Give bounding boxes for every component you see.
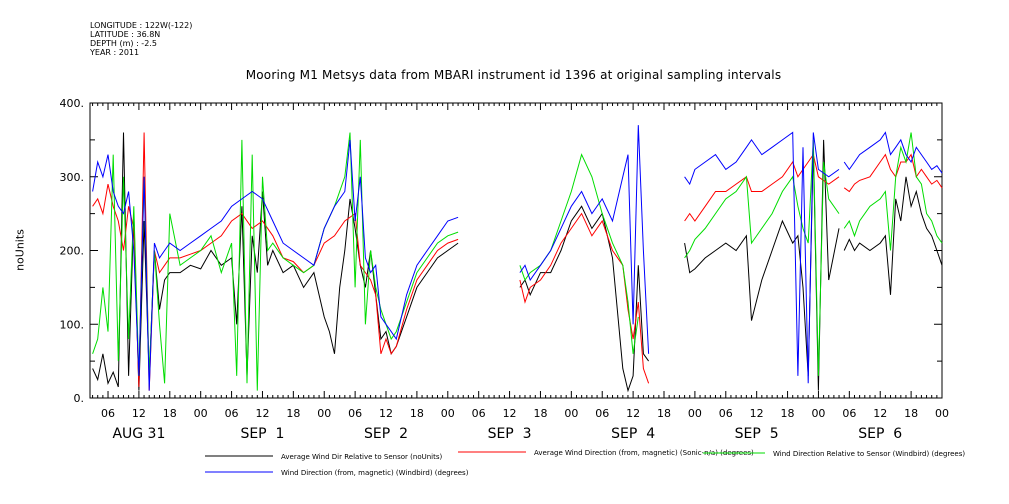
x-tick-label: 06 (842, 407, 856, 420)
legend: Average Wind Dir Relative to Sensor (noU… (205, 449, 965, 477)
series-line-1 (684, 153, 840, 222)
x-tick-label: 00 (935, 407, 949, 420)
metadata-block: LONGITUDE : 122W(-122) LATITUDE : 36.8N … (90, 21, 192, 57)
x-tick-label: 06 (595, 407, 609, 420)
x-tick-label: 12 (873, 407, 887, 420)
series-line-1 (519, 212, 650, 384)
series-line-2 (519, 153, 639, 354)
x-tick-label: 12 (379, 407, 393, 420)
x-tick-label: 00 (564, 407, 578, 420)
x-tick-label: 12 (750, 407, 764, 420)
x-tick-label: 12 (255, 407, 269, 420)
x-tick-label: 06 (719, 407, 733, 420)
x-tick-label: 18 (657, 407, 671, 420)
plot-frame (89, 102, 943, 399)
x-tick-label: 00 (688, 407, 702, 420)
series-line-3 (684, 131, 840, 384)
series-line-1 (92, 132, 459, 391)
x-day-label: SEP 4 (611, 426, 655, 442)
x-tick-label: 00 (194, 407, 208, 420)
legend-label: Wind Direction (from, magnetic) (Windbir… (281, 469, 469, 477)
x-tick-label: 06 (225, 407, 239, 420)
x-tick-label: 18 (904, 407, 918, 420)
latitude-label: LATITUDE : 36.8N (90, 30, 161, 39)
x-tick-label: 06 (101, 407, 115, 420)
x-tick-label: 06 (472, 407, 486, 420)
chart-title: Mooring M1 Metsys data from MBARI instru… (245, 68, 782, 82)
y-tick-label: 400. (60, 97, 85, 110)
axes: 0. 100. 200. 300. 400. 06 12 18 00 06 12 18 00 06 12 18… (60, 97, 950, 442)
x-day-label: SEP 5 (735, 426, 779, 442)
series-line-3 (92, 139, 459, 391)
x-day-label: SEP 6 (858, 426, 902, 442)
x-tick-label: 12 (503, 407, 517, 420)
x-day-label: SEP 3 (488, 426, 532, 442)
x-day-label: SEP 1 (240, 426, 284, 442)
y-tick-label: 300. (60, 171, 85, 184)
x-tick-label: 06 (348, 407, 362, 420)
y-tick-label: 0. (74, 392, 85, 405)
series-line-0 (843, 176, 943, 295)
series-line-2 (843, 132, 943, 251)
x-day-label: AUG 31 (112, 426, 165, 442)
x-tick-label: 18 (410, 407, 424, 420)
series-line-2 (92, 132, 459, 391)
x-tick-label: 12 (626, 407, 640, 420)
x-tick-label: 18 (781, 407, 795, 420)
x-tick-label: 18 (533, 407, 547, 420)
series-line-1 (843, 153, 943, 193)
series-group (92, 125, 943, 393)
x-tick-label: 12 (132, 407, 146, 420)
y-tick-label: 200. (60, 245, 85, 258)
series-line-0 (519, 205, 650, 393)
legend-label: Average Wind Dir Relative to Sensor (noU… (281, 453, 442, 461)
longitude-label: LONGITUDE : 122W(-122) (90, 21, 193, 30)
series-line-3 (519, 125, 650, 354)
series-line-0 (92, 132, 459, 391)
year-label: YEAR : 2011 (90, 48, 140, 57)
legend-label: Average Wind Direction (from, magnetic) … (534, 449, 754, 457)
x-day-label: SEP 2 (364, 426, 408, 442)
series-line-3 (843, 131, 943, 174)
x-tick-label: 00 (317, 407, 331, 420)
y-tick-label: 100. (60, 318, 85, 331)
depth-label: DEPTH (m) : -2.5 (90, 39, 157, 48)
legend-label: Wind Direction Relative to Sensor (Windb… (773, 450, 965, 458)
x-tick-label: 18 (163, 407, 177, 420)
x-tick-label: 00 (811, 407, 825, 420)
x-tick-label: 00 (441, 407, 455, 420)
x-tick-label: 18 (286, 407, 300, 420)
series-line-2 (684, 139, 840, 376)
